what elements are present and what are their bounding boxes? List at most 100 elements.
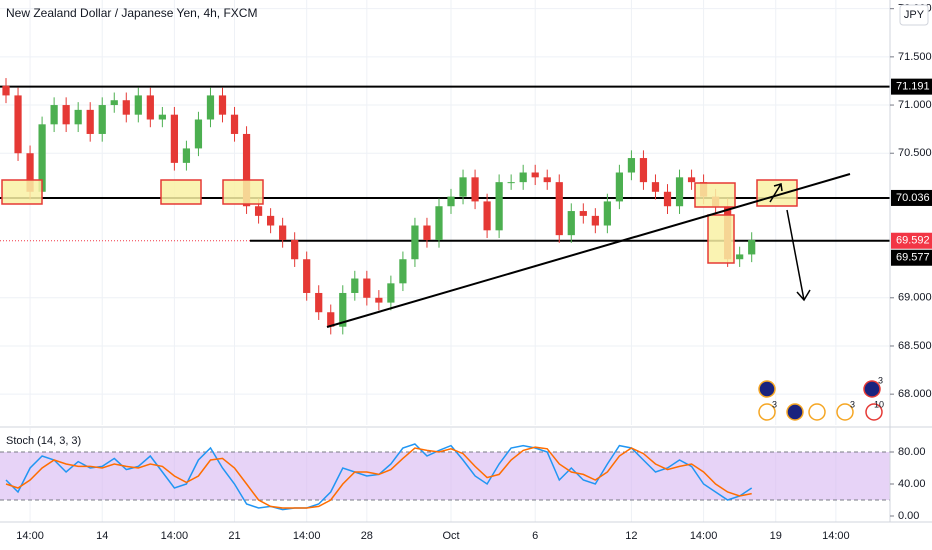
event-count: 3 [772,399,777,409]
candle-body [351,278,359,293]
y-tick-label: 71.500 [898,51,932,63]
y-tick-label: 40.00 [898,478,926,490]
price-label: 71.191 [896,81,930,93]
candle-body [110,100,118,106]
stoch-band [0,451,890,501]
indicator-label: Stoch (14, 3, 3) [6,435,81,447]
stoch-line [5,446,752,509]
stoch-band-fill [0,452,890,500]
candle-body [639,158,648,183]
candle-body [194,119,203,149]
candle-body [435,206,443,240]
event-icon [865,403,883,421]
candle-body [86,109,94,134]
event-icon [836,403,854,421]
price-label: 70.036 [896,192,930,204]
x-tick-label: 14:00 [822,530,850,542]
x-tick-label: 21 [228,530,240,542]
candle-body [254,206,263,216]
y-tick-label: 70.500 [898,147,932,159]
candle-body [50,105,58,125]
candle-body [170,114,178,163]
arrow [786,209,811,302]
price-label-box [891,249,932,266]
candle-body [543,177,551,183]
candle-body [483,201,491,231]
zone-box [160,179,202,205]
zone-box [694,182,736,208]
event-icon [863,380,881,398]
candle-body [555,182,563,236]
candle-body [38,124,46,192]
candle-body [471,177,479,202]
arrow [769,183,783,203]
stoch [5,443,753,511]
candle-body [375,297,383,303]
x-tick-label: 6 [532,530,538,542]
candle-body [651,182,660,192]
candle-body [748,239,756,255]
price-label-box [891,189,932,206]
candle-body [447,196,455,207]
candle-body [146,95,154,120]
event-icon [758,403,776,421]
candle-body [26,153,34,192]
candle-body [579,211,587,216]
candle-body [531,172,539,178]
candle-body [218,95,227,115]
price-label: 69.577 [896,252,930,264]
y-tick-label: 69.000 [898,292,932,304]
y-tick-label: 68.000 [898,388,932,400]
x-tick-label: 14 [96,530,108,542]
candle-body [339,292,347,327]
candle-body [158,114,166,120]
x-tick-label: 12 [625,530,637,542]
candle-body [62,105,70,125]
candle-body [74,109,82,125]
candle-body [267,215,275,226]
y-tick-label: 71.000 [898,99,932,111]
candle-body [315,292,323,313]
events: 3 3 3 10 [758,375,884,421]
candle-body [591,215,599,226]
candle-body [423,225,431,240]
trend-line [326,173,851,328]
candle-body [411,225,419,260]
event-icon [758,380,776,398]
y-tick-label: 68.500 [898,340,932,352]
candle-body [279,225,287,240]
candle-body [507,182,515,184]
candle-body [134,95,142,115]
x-tick-label: 14:00 [293,530,321,542]
candle-body [206,95,215,120]
x-tick-label: 14:00 [16,530,44,542]
x-tick-label: 28 [361,530,373,542]
candle-body [675,177,684,207]
candle-body [230,114,239,134]
candle-body [687,177,696,183]
candle-body [627,158,636,173]
zone-boxes [1,179,798,264]
candle-body [603,201,611,226]
event-count: 3 [850,399,855,409]
candle-body [736,254,744,260]
price-label-box [891,78,932,95]
candle-body [242,133,251,207]
currency-label[interactable]: JPY [904,9,925,21]
event-icon [786,403,804,421]
zone-box [1,179,43,205]
y-tick-label: 0.00 [898,510,919,522]
candle-body [495,182,503,231]
zone-box [222,179,264,205]
currency-button[interactable] [899,4,929,26]
y-tick-label: 80.00 [898,446,926,458]
candle-body [363,278,371,298]
candle-body [182,148,191,163]
event-icon [808,403,826,421]
candle-body [327,312,335,327]
x-tick-label: 14:00 [161,530,189,542]
x-tick-label: 19 [770,530,782,542]
candle-body [14,95,22,154]
candle-body [663,191,672,207]
